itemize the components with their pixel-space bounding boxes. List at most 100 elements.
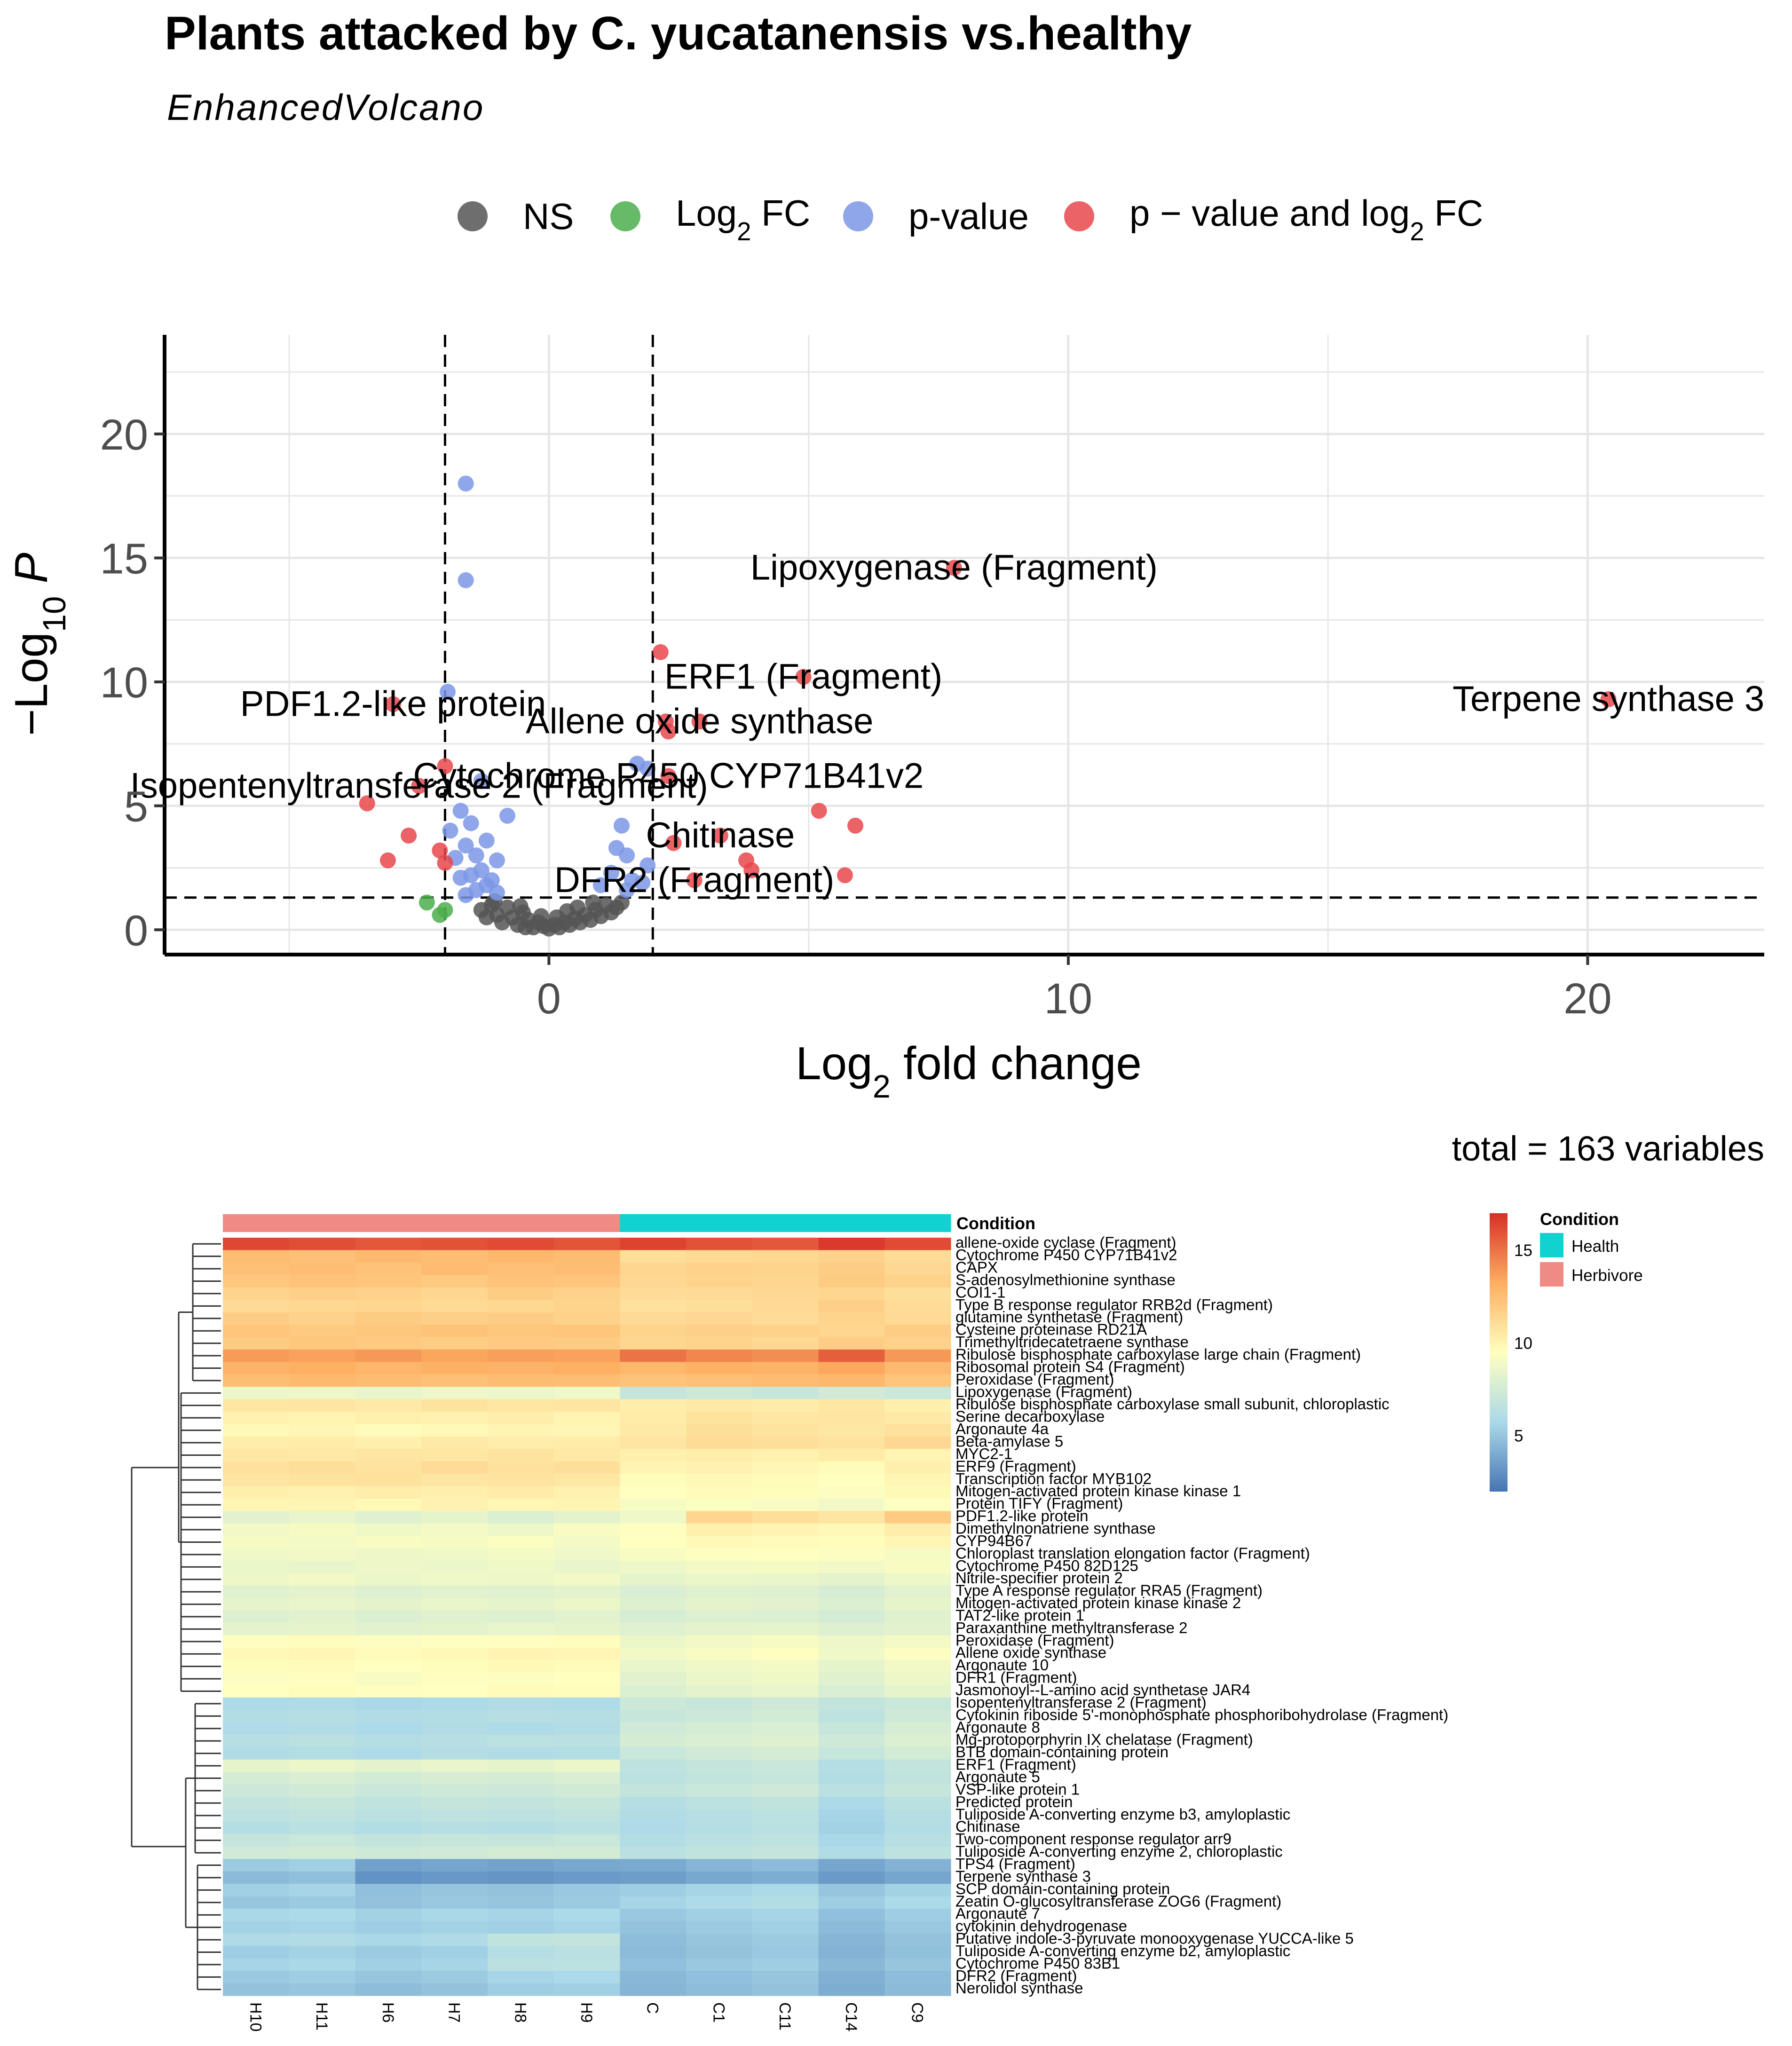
- point-series-3: [652, 644, 669, 660]
- gene-label: ERF1 (Fragment): [955, 1756, 1076, 1773]
- heatmap-cell: [620, 1648, 687, 1661]
- heatmap-cell: [553, 1262, 620, 1275]
- legend-label-ns: NS: [523, 196, 574, 237]
- heatmap-cell: [686, 1275, 753, 1288]
- heatmap-cell: [421, 1523, 488, 1536]
- heatmap-cell: [620, 1784, 687, 1797]
- heatmap-cell: [223, 1536, 290, 1549]
- heatmap-cell: [487, 1374, 554, 1387]
- heatmap-cell: [818, 1871, 885, 1884]
- heatmap-cell: [355, 1387, 422, 1400]
- heatmap-cell: [355, 1710, 422, 1723]
- y-axis-label: −Log10 P: [5, 553, 72, 736]
- heatmap-cell: [421, 1598, 488, 1611]
- heatmap-cell: [686, 1337, 753, 1350]
- heatmap-cell: [752, 1573, 819, 1586]
- heatmap-cell: [223, 1909, 290, 1922]
- heatmap-cell: [487, 1561, 554, 1574]
- heatmap-cell: [818, 1561, 885, 1574]
- heatmap-cell: [553, 1772, 620, 1785]
- heatmap-cell: [223, 1784, 290, 1797]
- annotation-cell: [289, 1214, 355, 1232]
- heatmap-cell: [421, 1797, 488, 1810]
- heatmap-cell: [223, 1971, 290, 1984]
- heatmap-cell: [818, 1399, 885, 1412]
- point-series-3: [665, 835, 682, 851]
- heatmap-cell: [818, 1735, 885, 1748]
- heatmap-cell: [223, 1523, 290, 1536]
- heatmap-cell: [752, 1896, 819, 1909]
- point-series-3: [379, 852, 396, 869]
- point-series-2: [468, 847, 484, 864]
- heatmap-cell: [487, 1909, 554, 1922]
- heatmap-cell: [818, 1759, 885, 1772]
- heatmap-cell: [884, 1411, 951, 1424]
- heatmap-cell: [686, 1648, 753, 1661]
- heatmap-cell: [620, 1735, 687, 1748]
- heatmap-cell: [421, 1759, 488, 1772]
- heatmap-cell: [686, 1349, 753, 1362]
- heatmap-cell: [620, 1486, 687, 1499]
- heatmap-cell: [752, 1474, 819, 1487]
- heatmap-cell: [421, 1809, 488, 1822]
- heatmap-cell: [223, 1772, 290, 1785]
- heatmap-cell: [686, 1411, 753, 1424]
- annotation-cell: [487, 1214, 554, 1232]
- heatmap-cell: [223, 1710, 290, 1723]
- point-series-3: [401, 827, 417, 844]
- gene-label: Zeatin O-glucosyltransferase ZOG6 (Fragm…: [955, 1892, 1281, 1910]
- heatmap-cell: [620, 1300, 687, 1313]
- heatmap-cell: [421, 1896, 488, 1909]
- point-series-2: [619, 847, 635, 864]
- heatmap-cell: [884, 1362, 951, 1375]
- heatmap-cell: [553, 1884, 620, 1897]
- heatmap-cell: [752, 1697, 819, 1710]
- heatmap-cell: [355, 1511, 422, 1524]
- heatmap-cell: [686, 1946, 753, 1959]
- heatmap-cell: [553, 1399, 620, 1412]
- heatmap-cell: [553, 1921, 620, 1934]
- heatmap-cell: [620, 1399, 687, 1412]
- heatmap-cell: [421, 1971, 488, 1984]
- heatmap-cell: [752, 1660, 819, 1673]
- heatmap-cell: [553, 1362, 620, 1375]
- heatmap-cell: [620, 1275, 687, 1288]
- heatmap-cell: [289, 1685, 356, 1698]
- heatmap-cell: [686, 1511, 753, 1524]
- gene-label: cytokinin dehydrogenase: [955, 1917, 1127, 1935]
- heatmap-cell: [355, 1672, 422, 1685]
- heatmap-cell: [553, 1523, 620, 1536]
- heatmap-cell: [289, 1809, 356, 1822]
- heatmap-cell: [686, 1536, 753, 1549]
- heatmap-cell: [487, 1946, 554, 1959]
- heatmap-cell: [289, 1598, 356, 1611]
- heatmap-cell: [686, 1921, 753, 1934]
- heatmap-cell: [355, 1660, 422, 1673]
- heatmap-cell: [289, 1536, 356, 1549]
- point-series-2: [499, 807, 515, 824]
- heatmap-cell: [223, 1349, 290, 1362]
- heatmap-cell: [620, 1436, 687, 1449]
- heatmap-cell: [355, 1324, 422, 1338]
- heatmap-cell: [884, 1238, 951, 1251]
- heatmap-cell: [884, 1561, 951, 1574]
- point-label: Chitinase: [646, 815, 795, 855]
- condition-legend-title: Condition: [1540, 1209, 1619, 1229]
- heatmap-cell: [752, 1710, 819, 1723]
- heatmap-cell: [223, 1660, 290, 1673]
- gene-label: Argonaute 10: [955, 1656, 1049, 1674]
- heatmap-cell: [686, 1735, 753, 1748]
- heatmap-cell: [487, 1449, 554, 1462]
- heatmap-cell: [620, 1411, 687, 1424]
- heatmap-cell: [686, 1324, 753, 1338]
- heatmap-cell: [553, 1387, 620, 1400]
- heatmap-cell: [686, 1300, 753, 1313]
- heatmap-cell: [421, 1610, 488, 1623]
- heatmap-cell: [884, 1983, 951, 1996]
- heatmap-cell: [752, 1349, 819, 1362]
- heatmap-cell: [355, 1797, 422, 1810]
- heatmap-cell: [553, 1411, 620, 1424]
- heatmap-cell: [686, 1374, 753, 1387]
- heatmap-cell: [818, 1536, 885, 1549]
- heatmap-cell: [818, 1324, 885, 1338]
